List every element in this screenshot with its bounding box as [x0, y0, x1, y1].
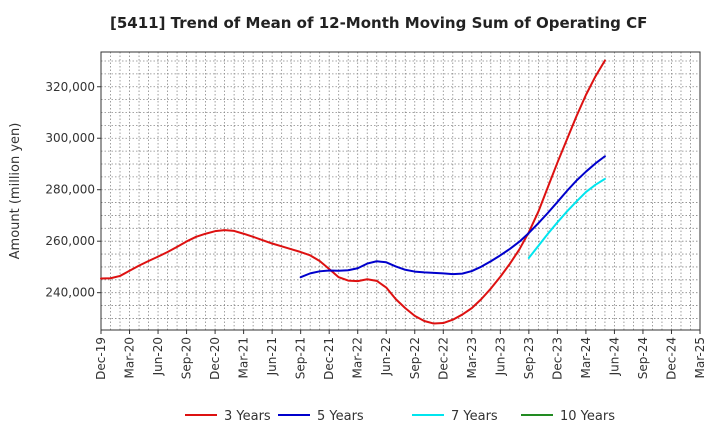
x-tick-label: Mar-24 [579, 337, 593, 378]
x-tick-label: Dec-22 [436, 337, 450, 380]
x-tick-label: Dec-21 [322, 337, 336, 380]
x-tick-label: Sep-24 [636, 337, 650, 379]
x-tick-label: Sep-23 [522, 337, 536, 379]
grid [101, 52, 700, 330]
series-line-5-years [299, 155, 606, 279]
x-tick-label: Dec-19 [94, 337, 108, 380]
x-tick-label: Mar-25 [693, 337, 707, 378]
series-line-3-years [100, 59, 606, 325]
y-tick-label: 280,000 [45, 183, 95, 197]
x-tick-label: Sep-20 [180, 337, 194, 379]
x-tick-label: Mar-20 [123, 337, 137, 378]
y-tick-labels: 240,000 260,000 280,000 300,000 320,000 [45, 80, 101, 300]
x-tick-label: Dec-23 [550, 337, 564, 380]
x-tick-label: Jun-23 [493, 337, 507, 376]
legend: 3 Years 5 Years 7 Years 10 Years [185, 409, 615, 424]
x-tick-label: Dec-20 [208, 337, 222, 380]
y-tick-label: 260,000 [45, 234, 95, 248]
y-axis-label: Amount (million yen) [8, 123, 23, 260]
series-line-7-years [527, 177, 606, 259]
y-tick-label: 320,000 [45, 80, 95, 94]
legend-label: 5 Years [317, 409, 364, 424]
x-tick-label: Jun-21 [265, 337, 279, 376]
x-tick-label: Mar-22 [351, 337, 365, 378]
x-tick-label: Jun-22 [379, 337, 393, 376]
x-tick-label: Mar-23 [465, 337, 479, 378]
plot-area [100, 51, 701, 331]
x-tick-labels: Dec-19 Mar-20 Jun-20 Sep-20 Dec-20 Mar-21 Jun-… [94, 330, 707, 380]
legend-label: 10 Years [560, 409, 615, 424]
y-tick-label: 240,000 [45, 286, 95, 300]
x-tick-label: Dec-24 [664, 337, 678, 380]
x-tick-label: Mar-21 [237, 337, 251, 378]
x-tick-label: Sep-22 [408, 337, 422, 379]
legend-label: 3 Years [224, 409, 271, 424]
x-tick-label: Sep-21 [294, 337, 308, 379]
y-tick-label: 300,000 [45, 131, 95, 145]
x-tick-label: Jun-20 [151, 337, 165, 376]
legend-label: 7 Years [451, 409, 498, 424]
chart-title: [5411] Trend of Mean of 12-Month Moving … [110, 14, 647, 32]
x-tick-label: Jun-24 [607, 337, 621, 376]
series-group [100, 59, 606, 325]
